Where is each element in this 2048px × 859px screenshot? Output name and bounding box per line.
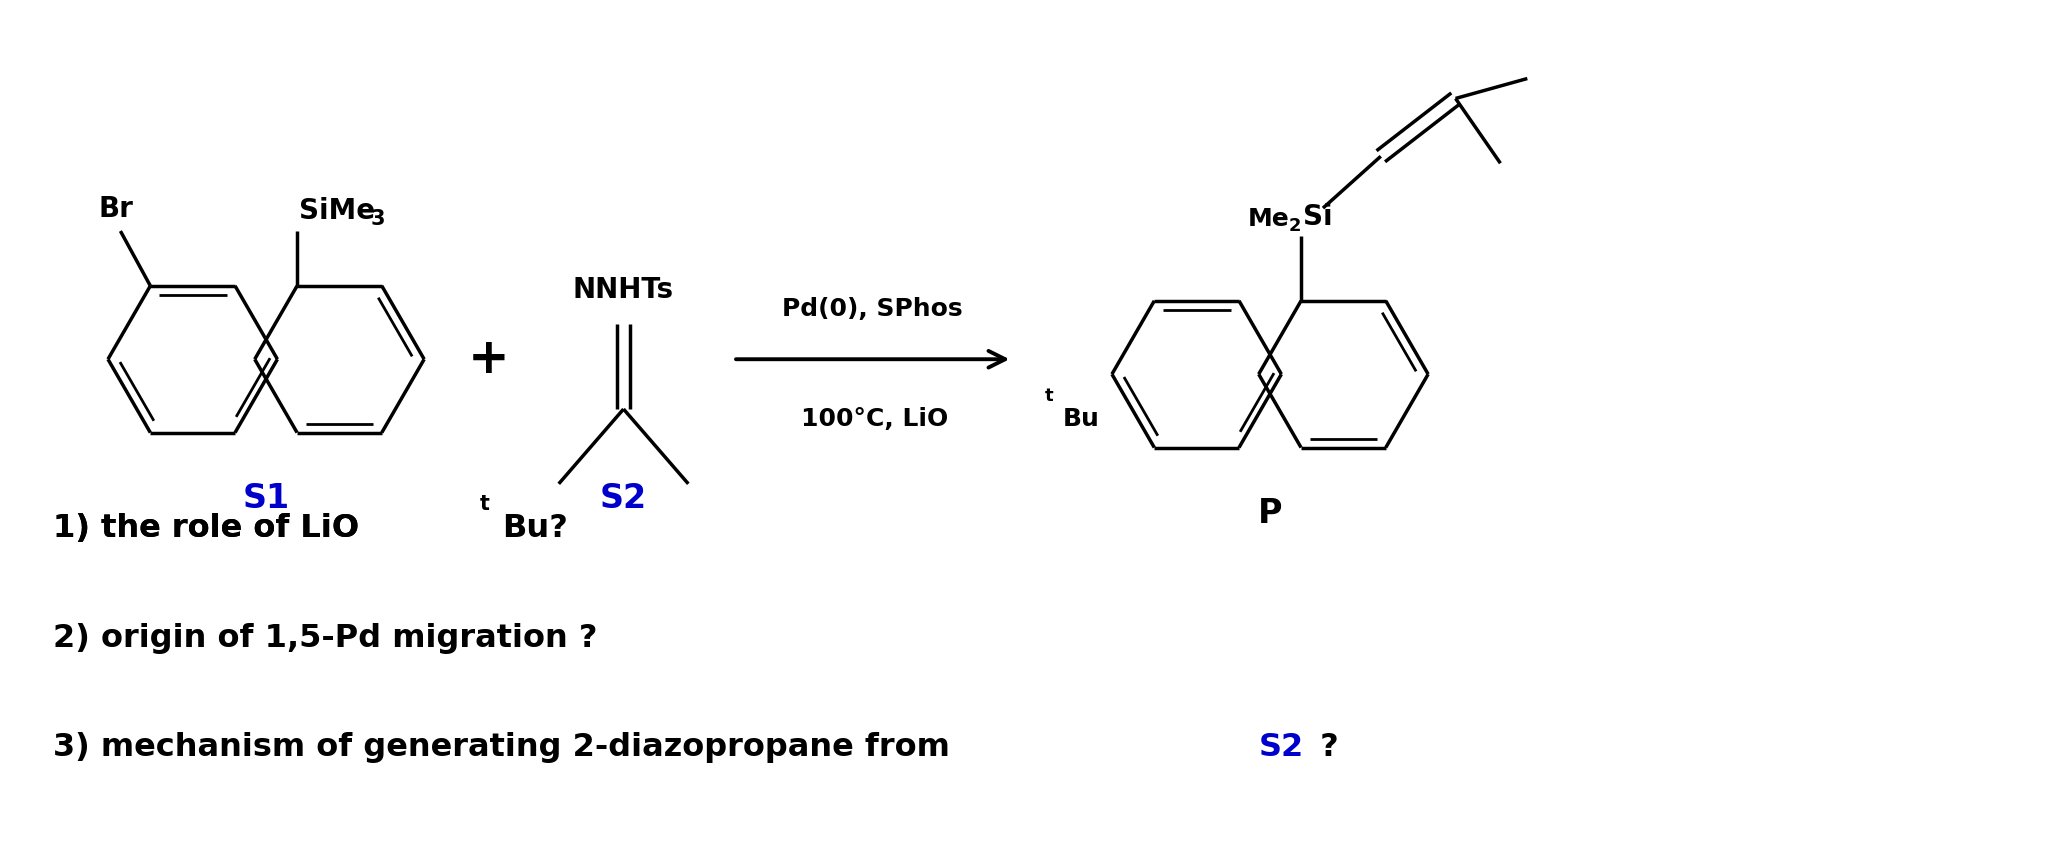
Text: 2: 2 — [1288, 217, 1303, 235]
Text: Br: Br — [98, 195, 133, 223]
Text: Si: Si — [1303, 203, 1333, 231]
Text: t: t — [1044, 387, 1055, 405]
Text: 1) the role of LiO: 1) the role of LiO — [53, 513, 358, 545]
Text: t: t — [479, 494, 489, 514]
Text: 2) origin of 1,5-Pd migration ?: 2) origin of 1,5-Pd migration ? — [53, 623, 598, 654]
Text: 3: 3 — [371, 209, 385, 229]
Text: S2: S2 — [1260, 733, 1305, 764]
Text: 100°C, LiO: 100°C, LiO — [801, 407, 948, 431]
Text: NNHTs: NNHTs — [573, 277, 674, 304]
Text: S2: S2 — [600, 482, 647, 515]
Text: 3) mechanism of generating 2-diazopropane from: 3) mechanism of generating 2-diazopropan… — [53, 733, 961, 764]
Text: Pd(0), SPhos: Pd(0), SPhos — [782, 297, 963, 321]
Text: ?: ? — [1309, 733, 1339, 764]
Text: 1) the role of LiO: 1) the role of LiO — [53, 513, 358, 545]
Text: P: P — [1257, 497, 1282, 530]
Text: +: + — [469, 335, 510, 383]
Text: Bu?: Bu? — [502, 513, 567, 545]
Text: Bu: Bu — [1063, 407, 1100, 431]
Text: Me: Me — [1247, 207, 1288, 231]
Text: S1: S1 — [242, 482, 289, 515]
Text: SiMe: SiMe — [299, 197, 375, 225]
